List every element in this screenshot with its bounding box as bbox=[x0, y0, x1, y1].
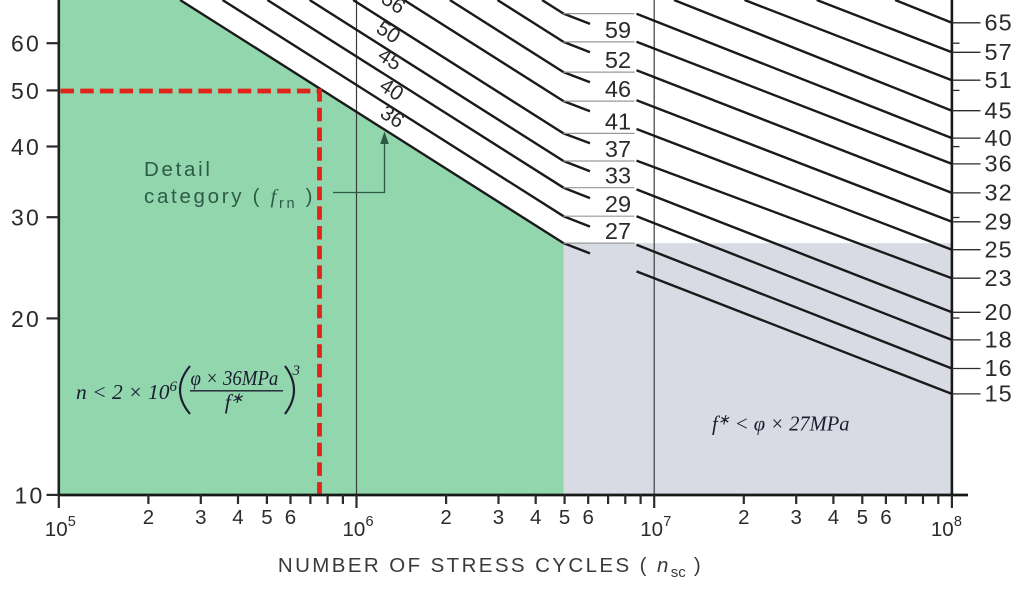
svg-text:65: 65 bbox=[985, 10, 1013, 36]
svg-text:51: 51 bbox=[985, 67, 1013, 93]
svg-text:f∗ < φ × 27MPa: f∗ < φ × 27MPa bbox=[712, 412, 850, 436]
svg-text:15: 15 bbox=[985, 381, 1013, 407]
svg-text:37: 37 bbox=[605, 136, 631, 162]
svg-text:6: 6 bbox=[582, 506, 593, 529]
svg-text:7: 7 bbox=[663, 514, 671, 530]
svg-text:10: 10 bbox=[640, 518, 663, 541]
svg-text:φ × 36MPa: φ × 36MPa bbox=[191, 367, 279, 390]
svg-text:10: 10 bbox=[45, 518, 68, 541]
svg-text:59: 59 bbox=[605, 17, 631, 43]
svg-text:5: 5 bbox=[857, 506, 868, 529]
svg-text:2: 2 bbox=[143, 506, 154, 529]
svg-text:18: 18 bbox=[985, 327, 1013, 353]
svg-text:29: 29 bbox=[605, 191, 631, 217]
svg-text:20: 20 bbox=[985, 299, 1013, 325]
svg-text:40: 40 bbox=[985, 125, 1013, 151]
svg-text:3: 3 bbox=[195, 506, 206, 529]
svg-text:20: 20 bbox=[11, 306, 41, 332]
svg-text:5: 5 bbox=[559, 506, 570, 529]
svg-text:6: 6 bbox=[366, 514, 374, 530]
svg-text:Detail: Detail bbox=[144, 158, 213, 181]
svg-text:3: 3 bbox=[790, 506, 801, 529]
svg-text:33: 33 bbox=[605, 163, 631, 189]
svg-text:3: 3 bbox=[493, 506, 504, 529]
svg-text:57: 57 bbox=[985, 39, 1013, 65]
svg-text:8: 8 bbox=[954, 514, 962, 530]
svg-text:6: 6 bbox=[880, 506, 891, 529]
svg-text:2: 2 bbox=[440, 506, 451, 529]
svg-text:n < 2 × 106: n < 2 × 106 bbox=[76, 379, 178, 404]
svg-text:4: 4 bbox=[530, 506, 541, 529]
svg-text:29: 29 bbox=[985, 209, 1013, 235]
svg-text:36: 36 bbox=[985, 151, 1013, 177]
svg-text:30: 30 bbox=[11, 205, 41, 231]
svg-text:52: 52 bbox=[605, 47, 631, 73]
svg-text:45: 45 bbox=[985, 97, 1013, 123]
svg-text:41: 41 bbox=[605, 108, 631, 134]
svg-text:46: 46 bbox=[605, 76, 631, 102]
svg-text:10: 10 bbox=[15, 482, 45, 508]
svg-text:5: 5 bbox=[261, 506, 272, 529]
svg-text:50: 50 bbox=[11, 78, 41, 104]
svg-text:4: 4 bbox=[828, 506, 839, 529]
svg-text:40: 40 bbox=[11, 134, 41, 160]
svg-text:6: 6 bbox=[285, 506, 296, 529]
svg-text:23: 23 bbox=[985, 265, 1013, 291]
svg-text:27: 27 bbox=[605, 218, 631, 244]
svg-text:60: 60 bbox=[11, 31, 41, 57]
svg-text:25: 25 bbox=[985, 236, 1013, 262]
svg-text:2: 2 bbox=[738, 506, 749, 529]
svg-text:3: 3 bbox=[292, 363, 301, 379]
svg-text:10: 10 bbox=[343, 518, 366, 541]
svg-text:4: 4 bbox=[232, 506, 243, 529]
svg-text:16: 16 bbox=[985, 355, 1013, 381]
svg-text:5: 5 bbox=[68, 514, 76, 530]
svg-text:NUMBER OF STRESS CYCLES ( nsc: NUMBER OF STRESS CYCLES ( nsc ) bbox=[278, 554, 703, 581]
svg-text:10: 10 bbox=[931, 518, 954, 541]
svg-text:32: 32 bbox=[985, 180, 1013, 206]
